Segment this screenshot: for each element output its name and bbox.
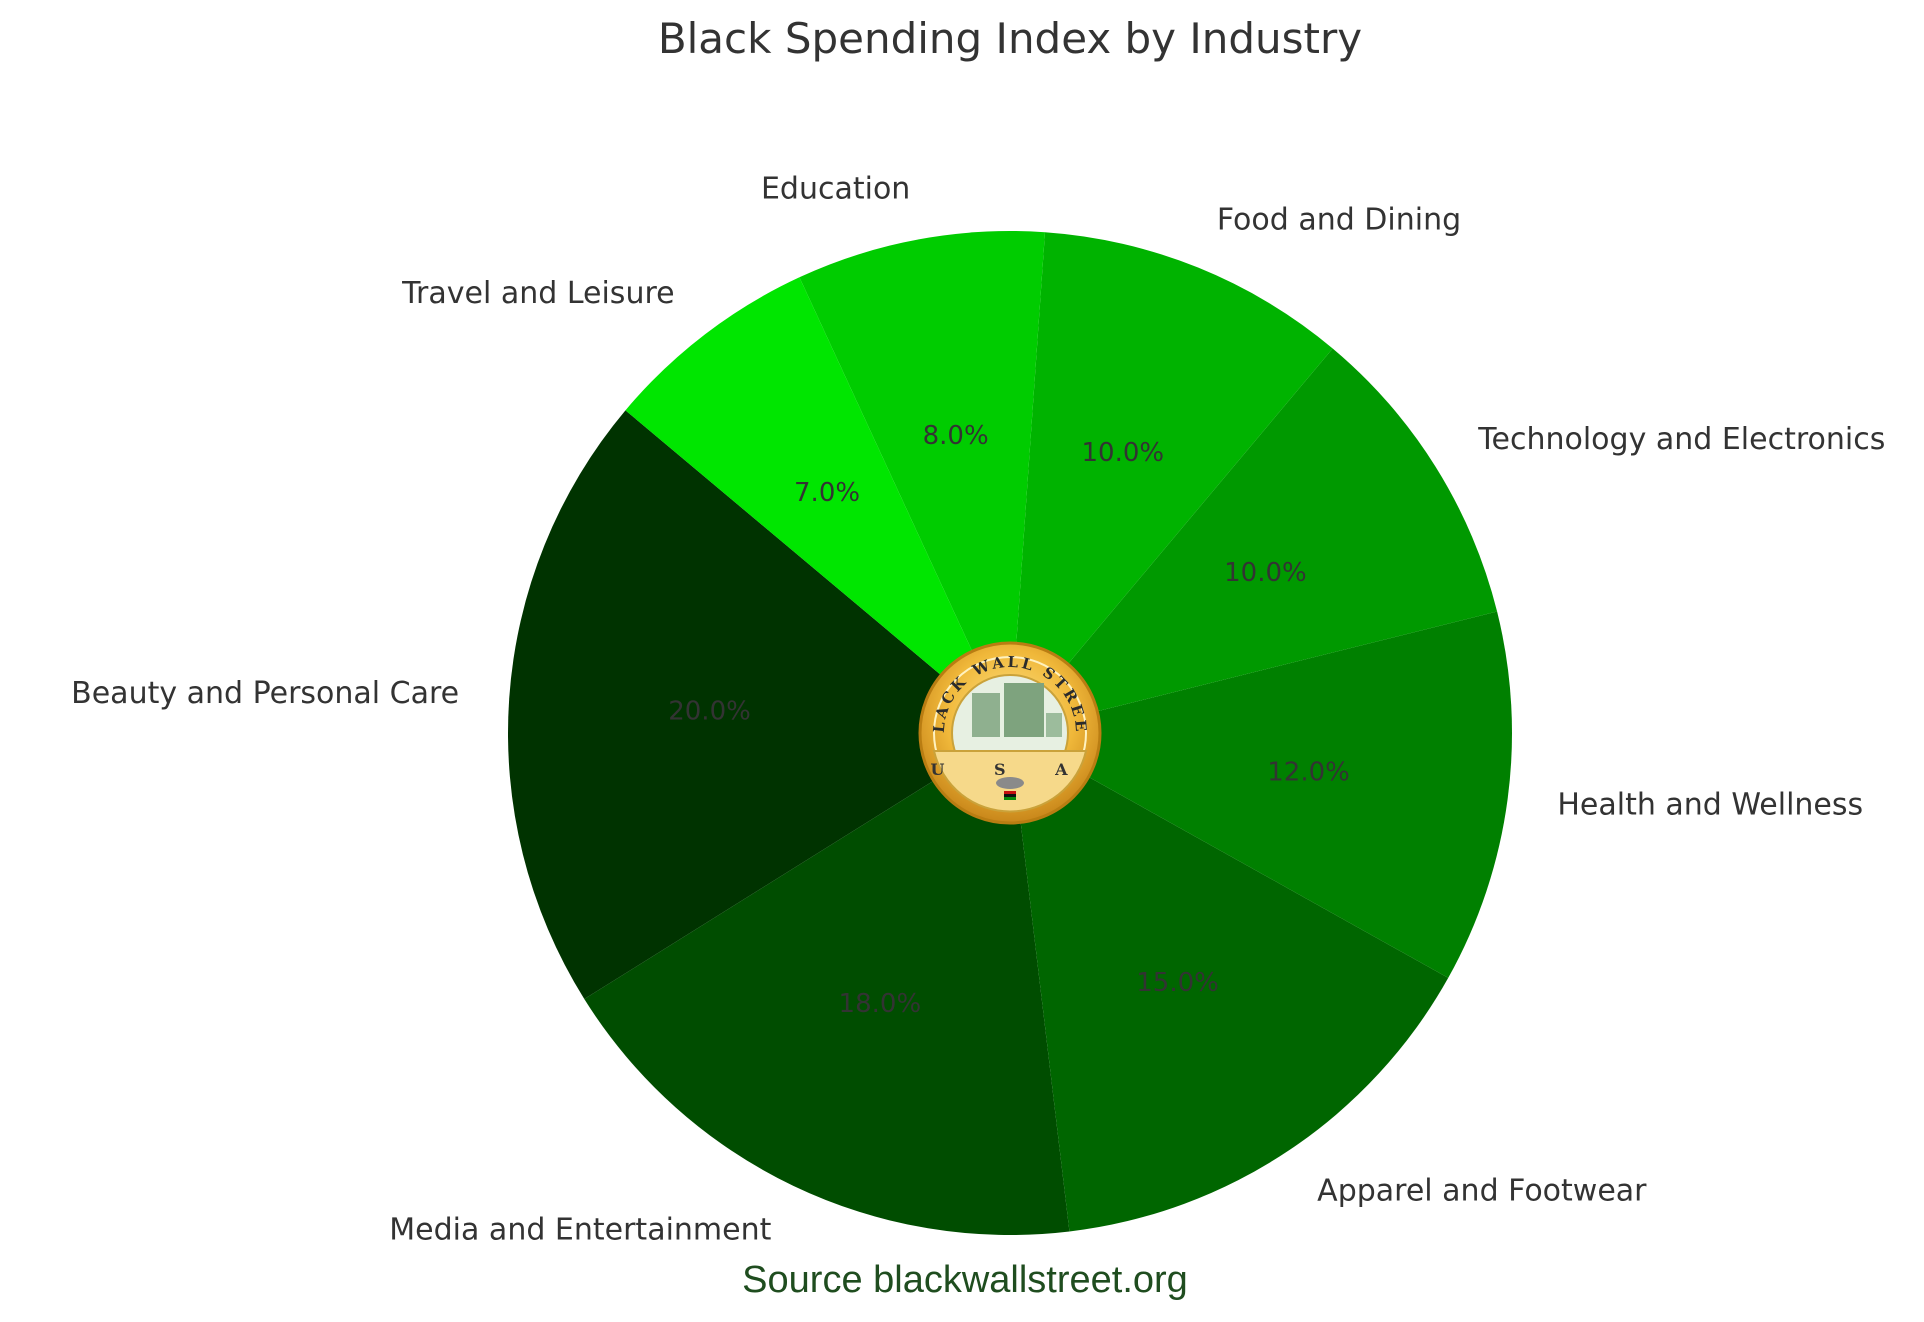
percent-label-travel-and-leisure: 7.0% <box>794 478 860 508</box>
pie-slice-apparel-and-footwear <box>1010 733 1449 1232</box>
source-text: Source blackwallstreet.org <box>742 1259 1188 1301</box>
pie-slices <box>508 230 1512 1235</box>
pie-slice-health-and-wellness <box>1010 611 1512 978</box>
percent-label-beauty-and-personal-care: 20.0% <box>668 696 751 726</box>
percent-label-health-and-wellness: 12.0% <box>1267 757 1350 787</box>
slice-label-technology-and-electronics: Technology and Electronics <box>1477 422 1885 457</box>
pie-slice-beauty-and-personal-care <box>508 410 1010 1000</box>
pie-slice-technology-and-electronics <box>1010 348 1498 733</box>
logo-bottom-text: U S A <box>930 760 1089 779</box>
percent-label-education: 8.0% <box>923 421 989 451</box>
percent-label-technology-and-electronics: 10.0% <box>1224 558 1307 588</box>
pie-category-labels: Beauty and Personal Care Media and Entert… <box>71 171 1885 1247</box>
chart-title: Black Spending Index by Industry <box>658 14 1362 63</box>
slice-label-beauty-and-personal-care: Beauty and Personal Care <box>71 676 459 711</box>
slice-label-apparel-and-footwear: Apparel and Footwear <box>1317 1173 1647 1208</box>
percent-label-food-and-dining: 10.0% <box>1082 438 1165 468</box>
percent-label-apparel-and-footwear: 15.0% <box>1136 968 1219 998</box>
pie-slice-media-and-entertainment <box>584 733 1070 1235</box>
slice-label-health-and-wellness: Health and Wellness <box>1557 788 1863 823</box>
pie-slice-food-and-dining <box>1010 232 1333 733</box>
slice-label-education: Education <box>761 171 910 206</box>
pie-slice-travel-and-leisure <box>625 277 1010 733</box>
slice-label-media-and-entertainment: Media and Entertainment <box>389 1212 771 1247</box>
pie-percent-labels: 20.0% 18.0% 15.0% 12.0% 10.0% 10.0% 8.0% 7.0% <box>668 421 1350 1019</box>
pie-slice-education <box>799 230 1046 733</box>
slice-label-travel-and-leisure: Travel and Leisure <box>401 276 674 311</box>
slice-label-food-and-dining: Food and Dining <box>1217 203 1461 238</box>
percent-label-media-and-entertainment: 18.0% <box>839 989 922 1019</box>
black-wall-street-logo: BLACK WALL STREET U S A <box>918 641 1102 825</box>
